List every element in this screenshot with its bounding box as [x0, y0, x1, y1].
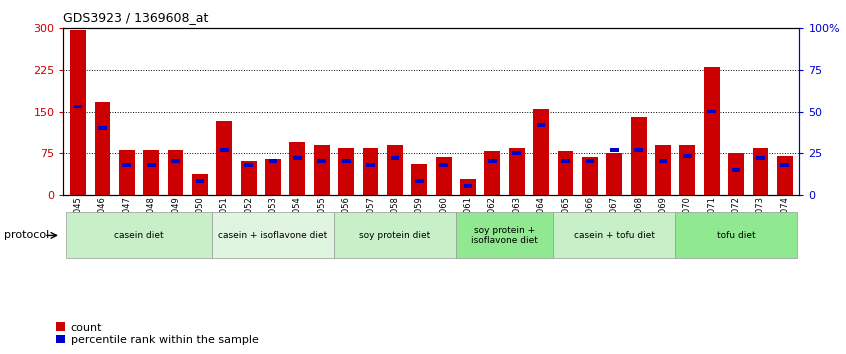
Bar: [70, 30, 86, 195]
Text: soy protein diet: soy protein diet: [360, 231, 431, 240]
Bar: [314, 145, 330, 195]
Bar: [631, 117, 646, 195]
Bar: [342, 160, 350, 163]
Bar: [244, 163, 253, 167]
Bar: [171, 160, 180, 163]
Bar: [123, 163, 131, 167]
Bar: [508, 148, 525, 195]
Bar: [683, 154, 692, 158]
Bar: [220, 148, 228, 152]
Text: casein + tofu diet: casein + tofu diet: [574, 231, 655, 240]
Bar: [582, 157, 598, 195]
Bar: [585, 160, 594, 163]
Bar: [753, 148, 768, 195]
Bar: [436, 157, 452, 195]
Bar: [391, 156, 399, 160]
Bar: [561, 160, 570, 163]
Bar: [675, 212, 797, 258]
Bar: [98, 126, 107, 130]
Bar: [387, 145, 403, 195]
Bar: [338, 148, 354, 195]
Text: casein diet: casein diet: [114, 231, 164, 240]
Bar: [143, 150, 159, 195]
Bar: [704, 67, 720, 195]
Bar: [66, 212, 212, 258]
Bar: [634, 148, 643, 152]
Text: tofu diet: tofu diet: [717, 231, 755, 240]
Bar: [366, 163, 375, 167]
Bar: [732, 168, 740, 172]
Bar: [659, 160, 667, 163]
Bar: [317, 160, 327, 163]
Bar: [217, 121, 232, 195]
Bar: [756, 156, 765, 160]
Bar: [558, 152, 574, 195]
Bar: [610, 148, 618, 152]
Bar: [212, 212, 334, 258]
Bar: [363, 148, 378, 195]
Bar: [293, 156, 302, 160]
Bar: [411, 164, 427, 195]
Bar: [607, 153, 622, 195]
Text: casein + isoflavone diet: casein + isoflavone diet: [218, 231, 327, 240]
Bar: [192, 173, 208, 195]
Bar: [553, 212, 675, 258]
Bar: [513, 151, 521, 155]
Bar: [536, 123, 546, 127]
Bar: [777, 156, 793, 195]
Bar: [781, 163, 789, 167]
Bar: [241, 161, 256, 195]
Bar: [415, 179, 424, 183]
Bar: [269, 160, 277, 163]
Bar: [456, 212, 553, 258]
Bar: [119, 150, 135, 195]
Bar: [728, 153, 744, 195]
Text: GDS3923 / 1369608_at: GDS3923 / 1369608_at: [63, 11, 209, 24]
Bar: [679, 145, 695, 195]
Bar: [168, 150, 184, 195]
Bar: [460, 179, 476, 195]
Text: soy protein +
isoflavone diet: soy protein + isoflavone diet: [471, 226, 538, 245]
Bar: [488, 160, 497, 163]
Bar: [533, 109, 549, 195]
Text: protocol: protocol: [4, 230, 49, 240]
Bar: [74, 104, 82, 108]
Bar: [334, 212, 456, 258]
Bar: [655, 145, 671, 195]
Bar: [464, 184, 472, 188]
Bar: [289, 142, 305, 195]
Bar: [95, 102, 110, 195]
Legend: count, percentile rank within the sample: count, percentile rank within the sample: [57, 322, 259, 345]
Bar: [195, 179, 204, 183]
Bar: [265, 159, 281, 195]
Bar: [439, 163, 448, 167]
Bar: [485, 152, 500, 195]
Bar: [707, 110, 716, 113]
Bar: [147, 163, 156, 167]
